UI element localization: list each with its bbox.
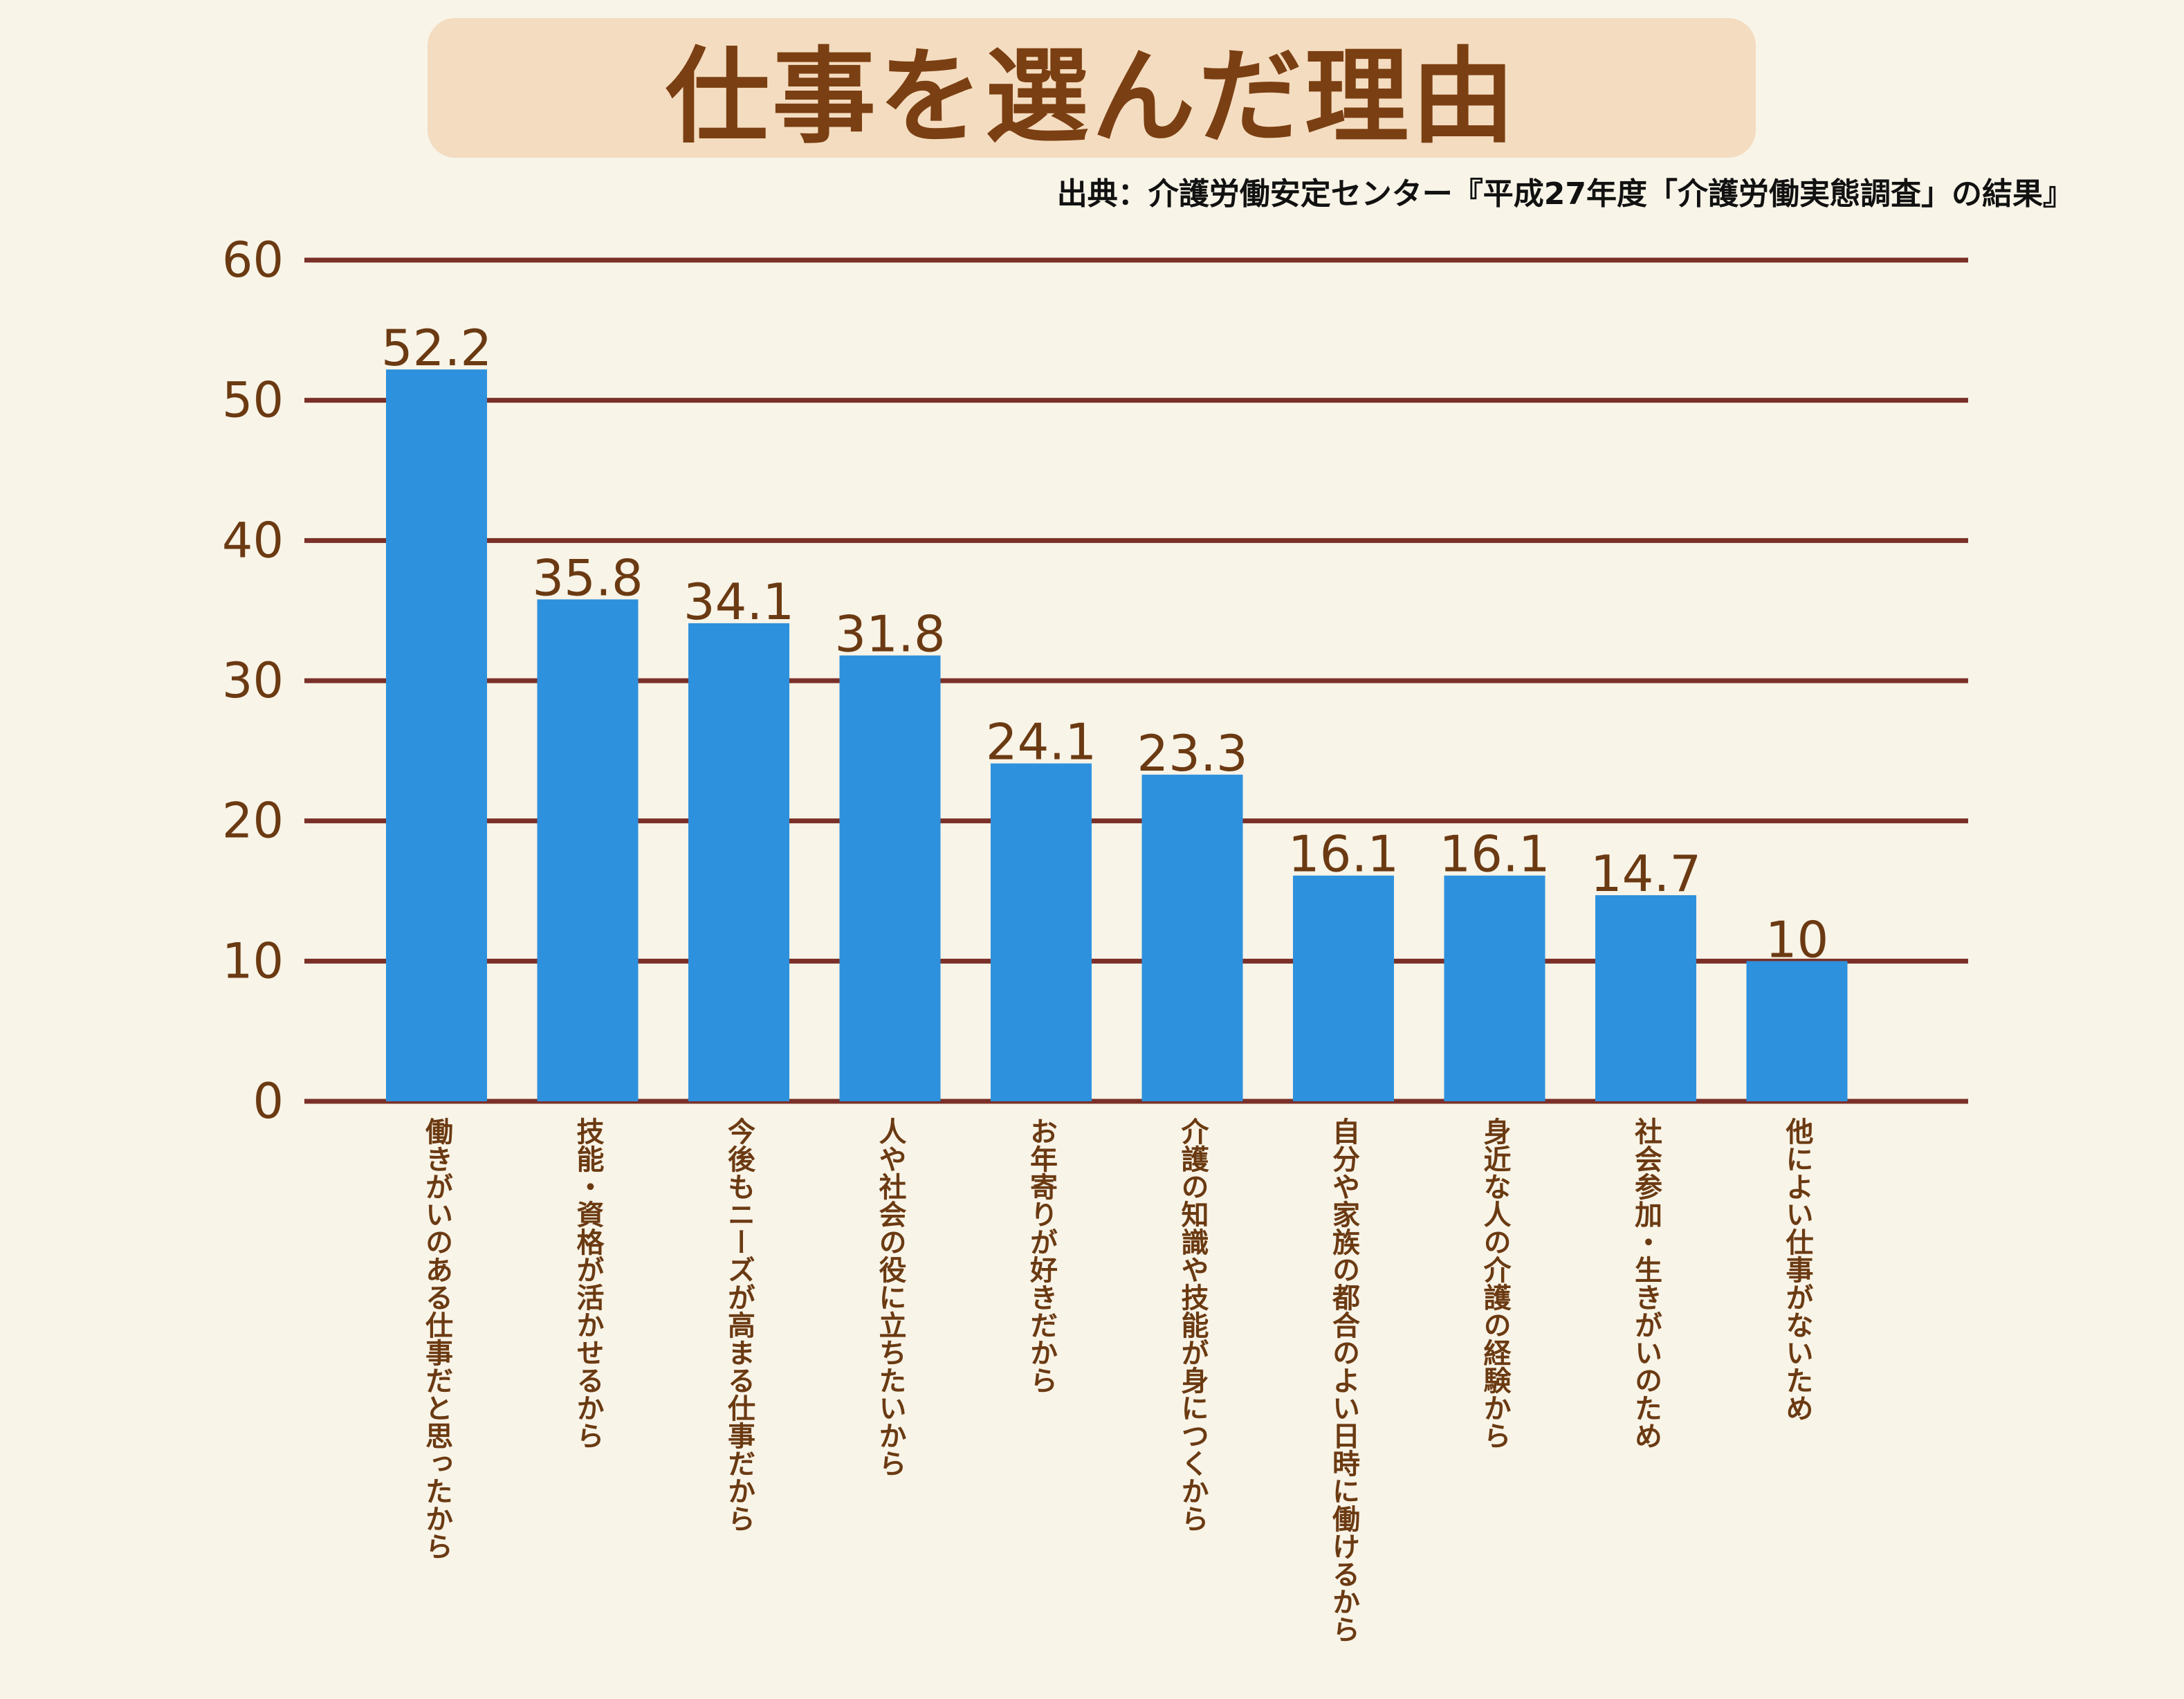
- value-label: 24.1: [986, 713, 1096, 771]
- y-tick-label: 50: [222, 372, 284, 429]
- value-label: 31.8: [834, 605, 945, 663]
- y-tick-label: 30: [222, 652, 284, 709]
- value-labels: 52.2 35.8 34.1 31.8 24.1 23.3 16.1 16.1 14.7 10: [381, 319, 1828, 968]
- value-label: 35.8: [532, 549, 643, 607]
- bar: [991, 763, 1092, 1101]
- category-label: 他によい仕事がないため: [1781, 1117, 1815, 1422]
- bar: [386, 369, 487, 1101]
- value-label: 52.2: [381, 319, 492, 377]
- bar: [537, 599, 639, 1101]
- value-label: 14.7: [1590, 845, 1701, 903]
- bar: [1444, 875, 1545, 1101]
- category-label: 技能・資格が活かせるから: [572, 1117, 605, 1449]
- category-label: 身近な人の介護の経験から: [1479, 1117, 1512, 1449]
- y-tick-label: 20: [222, 793, 284, 850]
- value-label: 16.1: [1288, 825, 1399, 883]
- bar: [839, 655, 941, 1101]
- y-tick-label: 60: [222, 232, 284, 288]
- value-label: 34.1: [683, 573, 794, 631]
- bar: [688, 623, 789, 1101]
- y-tick-label: 0: [253, 1073, 284, 1130]
- source-note: 出典：介護労働安定センター『平成27年度「介護労働実態調査」の結果』: [1056, 176, 2073, 212]
- value-label: 10: [1765, 910, 1829, 968]
- value-label: 23.3: [1137, 724, 1247, 782]
- category-label: 自分や家族の都合のよい日時に働けるから: [1328, 1117, 1361, 1643]
- y-axis-ticks: 0 10 20 30 40 50 60: [222, 232, 284, 1130]
- category-label: 働きがいのある仕事だと思ったから: [421, 1117, 453, 1560]
- category-label: 今後もニーズが高まる仕事だから: [723, 1117, 755, 1532]
- value-label: 16.1: [1439, 825, 1550, 883]
- y-tick-label: 10: [222, 933, 284, 989]
- bar: [1293, 875, 1394, 1101]
- bars: [386, 369, 1848, 1101]
- bar: [1746, 961, 1848, 1101]
- bar: [1595, 895, 1696, 1101]
- bar: [1141, 774, 1243, 1101]
- category-labels: 働きがいのある仕事だと思ったから 技能・資格が活かせるから 今後もニーズが高まる仕事…: [421, 1117, 1815, 1643]
- category-label: お年寄りが好きだから: [1025, 1117, 1058, 1394]
- category-label: 人や社会の役に立ちたいから: [874, 1117, 907, 1477]
- y-tick-label: 40: [222, 512, 284, 569]
- chart-title-box: 仕事を選んだ理由: [428, 18, 1756, 158]
- chart-title: 仕事を選んだ理由: [665, 37, 1518, 158]
- category-label: 介護の知識や技能が身につくから: [1177, 1117, 1209, 1532]
- category-label: 社会参加・生きがいのため: [1630, 1117, 1662, 1449]
